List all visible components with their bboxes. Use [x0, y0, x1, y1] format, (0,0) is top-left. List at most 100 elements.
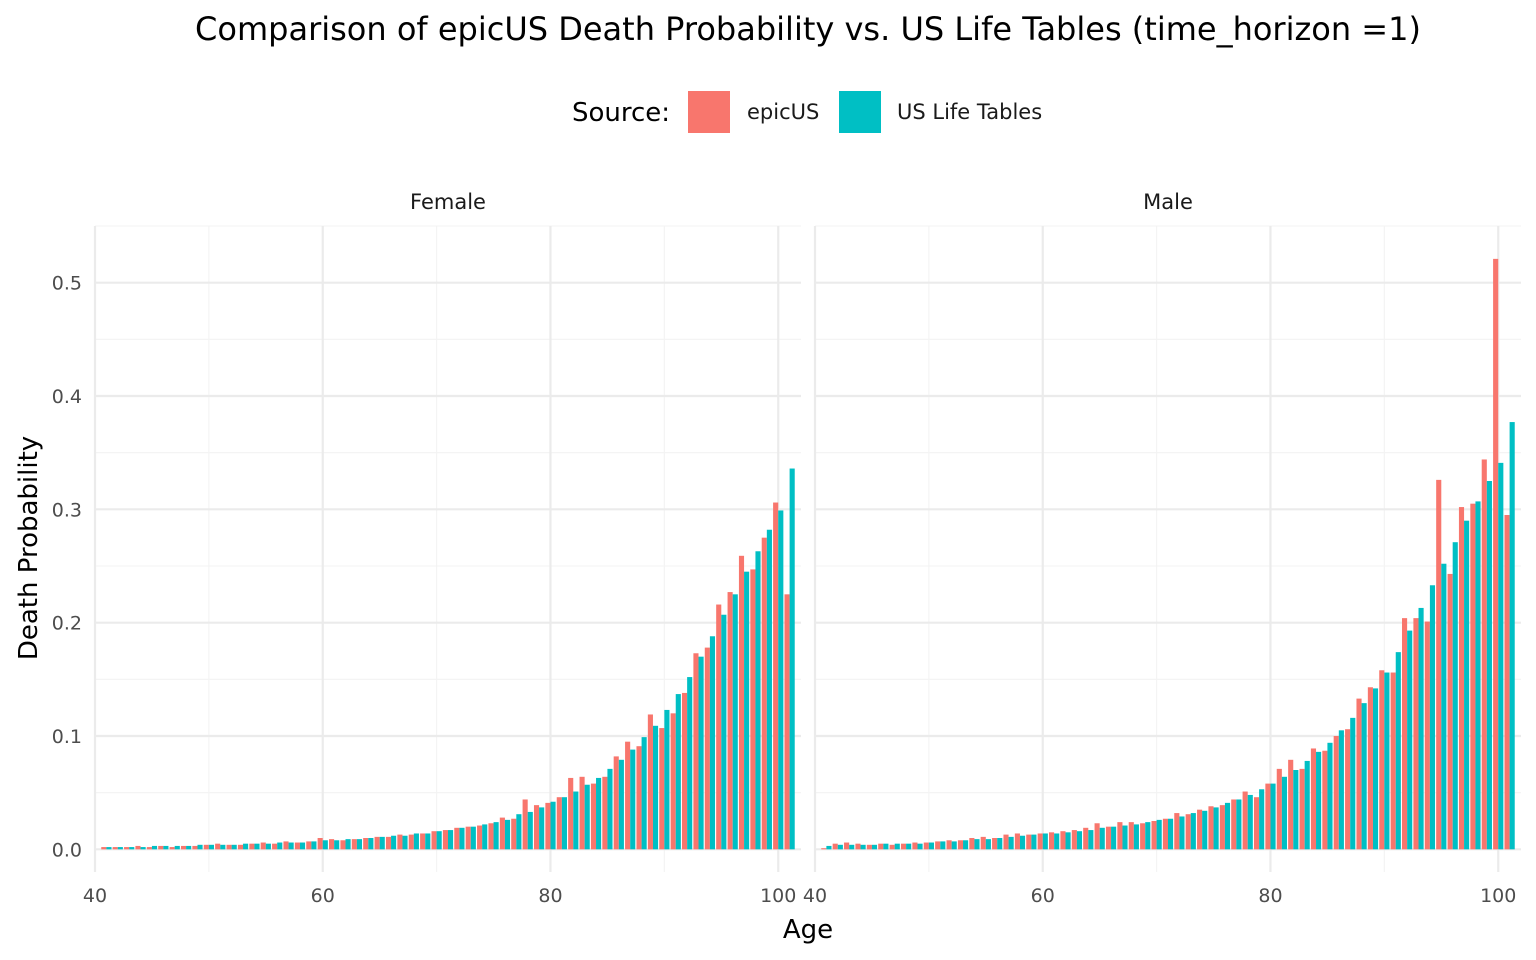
legend-label-us-life-tables: US Life Tables — [897, 100, 1042, 124]
bar-female-epicus-age-61 — [329, 839, 335, 850]
bar-female-us-life-tables-age-44 — [140, 847, 146, 850]
bar-male-us-life-tables-age-64 — [1088, 830, 1094, 850]
bar-male-epicus-age-50 — [923, 842, 929, 850]
bar-male-us-life-tables-age-87 — [1350, 717, 1356, 850]
y-axis-title: Death Probability — [14, 436, 44, 660]
bar-male-epicus-age-54 — [969, 838, 975, 850]
bar-male-us-life-tables-age-72 — [1179, 816, 1185, 850]
bar-male-epicus-age-57 — [1003, 834, 1009, 850]
bar-male-epicus-age-65 — [1094, 823, 1100, 850]
bar-female-us-life-tables-age-58 — [299, 842, 306, 850]
bar-male-us-life-tables-age-90 — [1384, 672, 1390, 850]
bar-female-us-life-tables-age-43 — [129, 847, 135, 850]
bar-female-us-life-tables-age-80 — [550, 801, 556, 850]
bar-female-us-life-tables-age-54 — [254, 843, 260, 850]
bar-female-epicus-age-48 — [180, 845, 187, 850]
bar-female-epicus-age-54 — [249, 843, 255, 850]
bar-female-us-life-tables-age-45 — [151, 845, 158, 850]
x-tick-label: 80 — [1258, 885, 1282, 907]
bar-female-epicus-age-47 — [169, 847, 175, 850]
bar-male-epicus-age-70 — [1151, 821, 1157, 850]
bar-male-epicus-age-88 — [1356, 698, 1362, 850]
bar-male-epicus-age-49 — [912, 842, 918, 850]
bar-female-us-life-tables-age-85 — [607, 768, 613, 850]
x-axis-male: 40 60 80 100 — [803, 885, 1516, 907]
x-tick-label: 60 — [311, 885, 335, 907]
bar-female-epicus-age-91 — [670, 713, 676, 850]
bar-male-us-life-tables-age-88 — [1361, 703, 1367, 850]
bar-female-epicus-age-58 — [294, 842, 300, 850]
bar-female-epicus-age-82 — [568, 777, 574, 850]
bar-female-epicus-age-62 — [340, 840, 346, 850]
bar-male-us-life-tables-age-60 — [1042, 833, 1048, 850]
bar-female-epicus-age-78 — [522, 799, 528, 850]
bar-male-us-life-tables-age-77 — [1236, 799, 1242, 850]
bar-male-epicus-age-95 — [1436, 479, 1442, 850]
bar-female-us-life-tables-age-57 — [288, 842, 294, 850]
bar-male-epicus-age-72 — [1174, 813, 1180, 850]
bar-male-us-life-tables-age-71 — [1168, 818, 1174, 850]
facet-strip-male: Male — [1143, 190, 1193, 214]
bar-male-epicus-age-42 — [832, 843, 838, 850]
legend-label-epicus: epicUS — [747, 100, 819, 124]
bar-female-epicus-age-66 — [385, 836, 392, 850]
bar-female-epicus-age-87 — [625, 741, 631, 850]
y-axis: 0.0 0.1 0.2 0.3 0.4 0.5 — [52, 273, 82, 862]
bar-female-epicus-age-46 — [158, 845, 164, 850]
bar-female-us-life-tables-age-67 — [402, 835, 408, 850]
bar-male-us-life-tables-age-98 — [1475, 501, 1481, 850]
bar-female-epicus-age-43 — [124, 847, 130, 850]
bar-male-us-life-tables-age-101 — [1509, 422, 1515, 850]
bar-female-epicus-age-99 — [761, 537, 767, 850]
bar-male-epicus-age-94 — [1424, 621, 1430, 850]
x-tick-label: 40 — [803, 885, 827, 907]
bar-female-us-life-tables-age-100 — [778, 510, 784, 850]
bar-female-epicus-age-70 — [431, 831, 437, 850]
bar-female-epicus-age-80 — [545, 802, 551, 850]
bar-male-epicus-age-75 — [1208, 806, 1214, 850]
bar-female-us-life-tables-age-91 — [675, 694, 681, 850]
bar-male-us-life-tables-age-55 — [985, 839, 991, 850]
bar-male-us-life-tables-age-63 — [1076, 831, 1083, 850]
bar-male-us-life-tables-age-82 — [1293, 770, 1299, 850]
bar-male-us-life-tables-age-73 — [1190, 813, 1196, 850]
y-tick-label: 0.1 — [52, 726, 82, 748]
x-tick-label: 100 — [1480, 885, 1516, 907]
bar-male-epicus-age-56 — [992, 838, 998, 850]
bar-male-epicus-age-61 — [1049, 832, 1055, 850]
bar-female-us-life-tables-age-64 — [368, 838, 374, 850]
bar-female-us-life-tables-age-46 — [163, 845, 169, 850]
bar-female-us-life-tables-age-72 — [459, 827, 465, 850]
bar-male-us-life-tables-age-67 — [1122, 825, 1128, 850]
bar-male-us-life-tables-age-42 — [837, 844, 843, 850]
bar-female-us-life-tables-age-66 — [391, 835, 397, 850]
bar-female-us-life-tables-age-88 — [641, 737, 647, 850]
bar-female-epicus-age-59 — [306, 841, 312, 850]
bar-male-us-life-tables-age-50 — [928, 842, 934, 850]
bar-female-us-life-tables-age-61 — [334, 840, 340, 850]
bar-female-us-life-tables-age-63 — [356, 839, 363, 850]
bar-male-epicus-age-82 — [1288, 759, 1294, 850]
bar-male-us-life-tables-age-70 — [1156, 819, 1162, 850]
bar-male-epicus-age-43 — [844, 842, 850, 850]
bar-male-us-life-tables-age-92 — [1407, 630, 1413, 850]
bar-male-us-life-tables-age-86 — [1338, 730, 1344, 850]
bar-male-epicus-age-96 — [1447, 573, 1453, 850]
bar-female-us-life-tables-age-81 — [561, 797, 567, 850]
bar-female-epicus-age-44 — [135, 845, 141, 850]
bar-male-epicus-age-92 — [1402, 618, 1408, 850]
x-tick-label: 40 — [83, 885, 107, 907]
bar-female-epicus-age-51 — [215, 843, 221, 850]
bar-male-epicus-age-85 — [1322, 750, 1328, 850]
bar-female-epicus-age-45 — [146, 847, 152, 850]
bar-female-epicus-age-56 — [272, 843, 278, 850]
bar-female-epicus-age-73 — [465, 826, 471, 850]
x-axis-title: Age — [783, 915, 833, 945]
panel-female — [93, 225, 801, 872]
bar-female-us-life-tables-age-76 — [504, 819, 511, 850]
bar-male-us-life-tables-age-80 — [1270, 783, 1276, 850]
legend-title: Source: — [572, 98, 670, 128]
y-tick-label: 0.0 — [52, 839, 82, 861]
bar-female-epicus-age-86 — [613, 756, 619, 850]
bar-male-us-life-tables-age-78 — [1247, 794, 1253, 850]
